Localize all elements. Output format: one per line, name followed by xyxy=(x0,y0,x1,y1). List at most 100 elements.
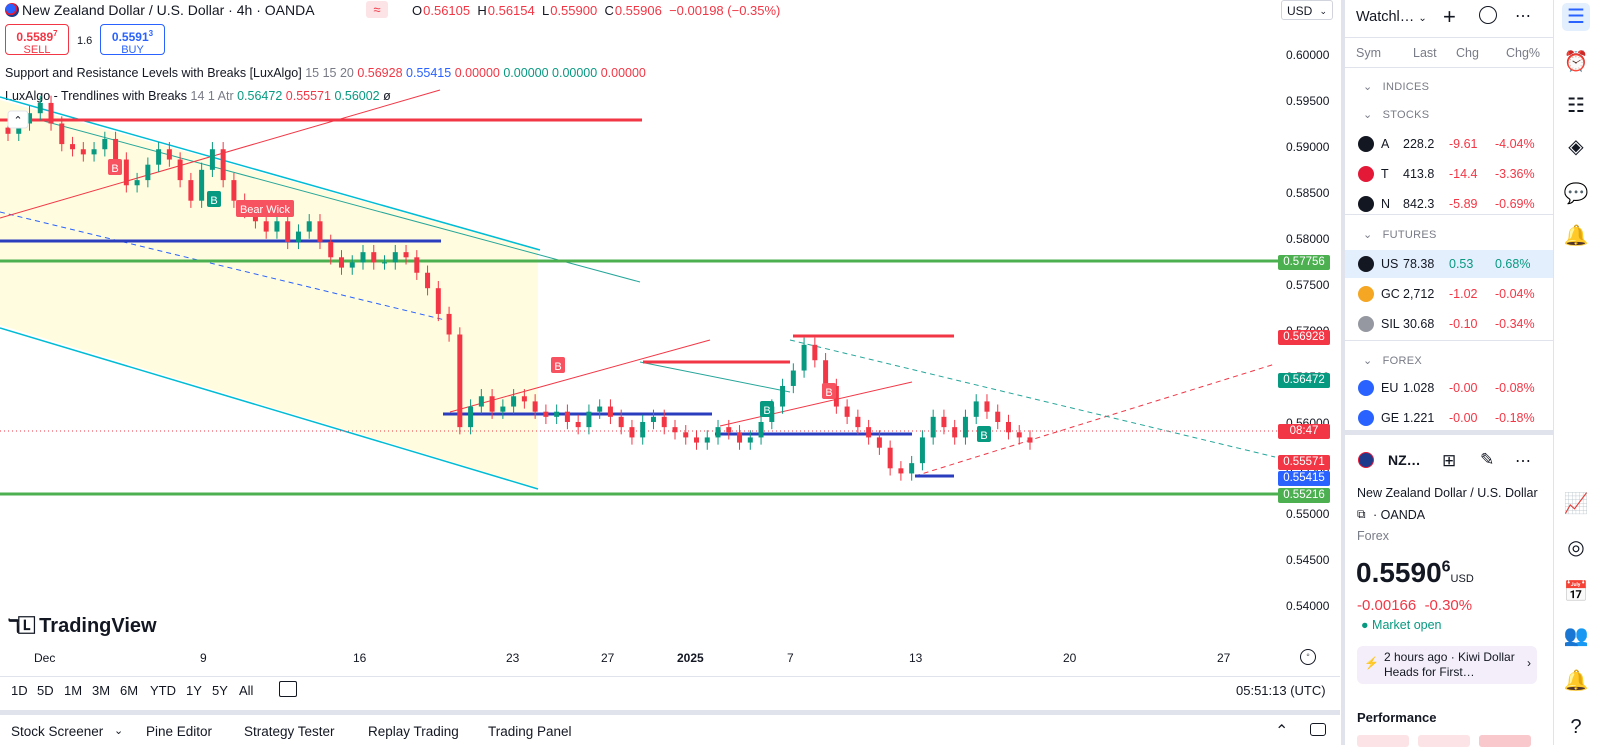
range-button-3m[interactable]: 3M xyxy=(92,683,111,698)
help-icon[interactable]: ? xyxy=(1570,716,1582,738)
svg-text:B: B xyxy=(825,387,832,399)
svg-text:B: B xyxy=(554,361,561,373)
row-chg: -9.61 xyxy=(1449,137,1478,151)
watchlist-row[interactable]: US 78.38 0.53 0.68% xyxy=(1345,250,1553,278)
row-chgp: -0.04% xyxy=(1495,287,1535,301)
section-forex[interactable]: ⌄ FOREX xyxy=(1363,355,1422,367)
details-exchange[interactable]: · OANDA xyxy=(1373,508,1426,522)
candle-body xyxy=(425,272,431,289)
notifications-bell-icon[interactable]: 🔔 xyxy=(1563,225,1589,247)
advanced-view-icon[interactable] xyxy=(1479,6,1497,24)
external-link-icon[interactable]: ⧉ xyxy=(1357,507,1366,521)
row-chgp: -0.34% xyxy=(1495,317,1535,331)
alerts-clock-icon[interactable]: ⏰ xyxy=(1563,51,1589,73)
section-stocks[interactable]: ⌄ STOCKS xyxy=(1363,109,1430,121)
watchlist-row[interactable]: GE 1.221 -0.00 -0.18% xyxy=(1345,404,1553,432)
row-symbol: EU xyxy=(1381,381,1399,395)
candle-body xyxy=(887,447,893,469)
candle-body xyxy=(586,411,592,428)
details-symbol[interactable]: NZ… xyxy=(1388,452,1421,468)
sell-button[interactable]: 0.55897 SELL xyxy=(5,24,69,56)
candle-body xyxy=(328,241,334,258)
range-button-1m[interactable]: 1M xyxy=(64,683,83,698)
col-symbol[interactable]: Sym xyxy=(1356,46,1381,60)
community-icon[interactable]: 👥 xyxy=(1563,625,1589,647)
collapse-panel-icon[interactable]: ⌃ xyxy=(1275,723,1289,740)
section-futures[interactable]: ⌄ FUTURES xyxy=(1363,229,1437,241)
col-chgp[interactable]: Chg% xyxy=(1506,46,1541,60)
range-button-ytd[interactable]: YTD xyxy=(150,683,176,698)
range-button-1d[interactable]: 1D xyxy=(11,683,28,698)
watchlist-title[interactable]: Watchl… ⌄ xyxy=(1356,9,1427,25)
chat-icon[interactable]: 💬 xyxy=(1563,183,1589,205)
candle-body xyxy=(780,385,786,407)
indicator-toggle-button[interactable]: ≈ xyxy=(366,1,388,18)
watchlist-row[interactable]: EU 1.028 -0.00 -0.08% xyxy=(1345,374,1553,402)
trend-dash-blue xyxy=(0,211,446,321)
watchlist-row[interactable]: GC 2,712 -1.02 -0.04% xyxy=(1345,280,1553,308)
maximize-panel-icon[interactable] xyxy=(1310,723,1326,736)
buy-button[interactable]: 0.55913 BUY xyxy=(100,24,165,56)
tab-replay-trading[interactable]: Replay Trading xyxy=(368,724,459,739)
add-symbol-icon[interactable]: + xyxy=(1443,4,1456,29)
currency-select[interactable]: USD ⌄ xyxy=(1281,0,1333,20)
news-card[interactable]: ⚡ 2 hours ago · Kiwi Dollar Heads for Fi… xyxy=(1357,646,1537,684)
chart-symbol-title[interactable]: New Zealand Dollar / U.S. Dollar · 4h · … xyxy=(22,2,315,18)
watchlist-row[interactable]: T 413.8 -14.4 -3.36% xyxy=(1345,160,1553,188)
watchlist-row[interactable]: A 228.2 -9.61 -4.04% xyxy=(1345,130,1553,158)
target-icon[interactable]: ◎ xyxy=(1567,537,1585,559)
stock-screener-chevron-icon[interactable]: ⌄ xyxy=(114,725,124,737)
range-button-5d[interactable]: 5D xyxy=(37,683,54,698)
indicator-legend-sr[interactable]: Support and Resistance Levels with Break… xyxy=(5,66,646,80)
bear-wick-marker: Bear Wick xyxy=(236,200,294,217)
col-chg[interactable]: Chg xyxy=(1456,46,1479,60)
layers-icon[interactable]: ◈ xyxy=(1568,136,1584,158)
row-last: 228.2 xyxy=(1403,137,1435,151)
object-tree-icon[interactable]: ☷ xyxy=(1567,95,1585,117)
utc-clock[interactable]: 05:51:13 (UTC) xyxy=(1236,683,1326,698)
price-chart[interactable]: B B B B B B Bear Wick ⌃ xyxy=(0,0,1340,676)
ohlc-readout: O0.56105 H0.56154 L0.55900 C0.55906 −0.0… xyxy=(412,3,781,18)
price-label: 0.56928 xyxy=(1278,330,1330,345)
date-range-calendar-icon[interactable] xyxy=(279,681,297,697)
more-options-icon[interactable]: ⋯ xyxy=(1515,8,1531,25)
axis-settings-icon[interactable]: ◦ xyxy=(1300,649,1316,665)
bell-icon[interactable]: 🔔 xyxy=(1563,670,1589,692)
candle-body xyxy=(661,416,667,428)
candle-body xyxy=(371,252,377,263)
range-button-1y[interactable]: 1Y xyxy=(186,683,202,698)
details-more-icon[interactable]: ⋯ xyxy=(1515,453,1531,470)
tab-trading-panel[interactable]: Trading Panel xyxy=(488,724,572,739)
watchlist-icon[interactable]: ☰ xyxy=(1562,3,1590,31)
symbol-logo-icon xyxy=(1358,256,1374,272)
candle-body xyxy=(683,432,689,438)
time-tick: 2025 xyxy=(677,651,704,665)
price-tick: 0.55000 xyxy=(1286,507,1330,521)
range-button-all[interactable]: All xyxy=(239,683,254,698)
indicator-legend-trendlines[interactable]: LuxAlgo - Trendlines with Breaks 14 1 At… xyxy=(5,89,391,103)
edit-icon[interactable]: ✎ xyxy=(1480,450,1495,469)
tab-strategy-tester[interactable]: Strategy Tester xyxy=(244,724,335,739)
trading-chart-icon[interactable]: 📈 xyxy=(1563,493,1589,515)
col-last[interactable]: Last xyxy=(1413,46,1437,60)
range-button-6m[interactable]: 6M xyxy=(120,683,139,698)
calendar-icon[interactable]: 📅 xyxy=(1563,581,1589,603)
section-indices[interactable]: ⌄ INDICES xyxy=(1363,81,1430,93)
candle-body xyxy=(468,406,474,428)
candle-body xyxy=(166,149,172,160)
channel-lower-line xyxy=(0,327,539,490)
watchlist-row[interactable]: N 842.3 -5.89 -0.69% xyxy=(1345,190,1553,218)
candle-body xyxy=(618,416,624,428)
candle-body xyxy=(973,401,979,417)
range-button-5y[interactable]: 5Y xyxy=(212,683,228,698)
tab-pine-editor[interactable]: Pine Editor xyxy=(146,724,213,739)
candle-body xyxy=(640,421,646,438)
row-last: 78.38 xyxy=(1403,257,1435,271)
watchlist-row[interactable]: SIL 30.68 -0.10 -0.34% xyxy=(1345,310,1553,338)
candle-body xyxy=(844,406,850,417)
grid-view-icon[interactable]: ⊞ xyxy=(1442,451,1457,470)
candle-body xyxy=(489,396,495,412)
tab-stock-screener[interactable]: Stock Screener xyxy=(11,724,104,739)
price-tick: 0.59000 xyxy=(1286,140,1330,154)
details-name: New Zealand Dollar / U.S. Dollar xyxy=(1357,486,1538,500)
